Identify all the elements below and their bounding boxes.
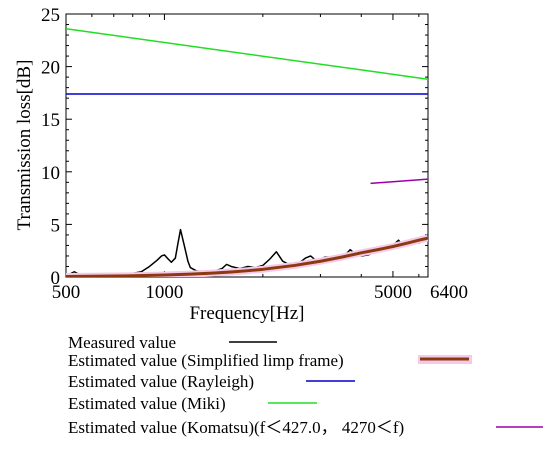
- y-tick-label: 5: [51, 215, 61, 236]
- legend-item-komatsu: Estimated value (Komatsu)(f＜427.0， 4270＜…: [68, 418, 543, 437]
- x-tick-label: 6400: [430, 282, 468, 303]
- y-tick-label: 20: [41, 58, 60, 79]
- series-layer: [66, 27, 428, 277]
- y-tick-label: 10: [41, 163, 60, 184]
- legend-label: Measured value: [68, 333, 176, 352]
- legend-item-rayleigh: Estimated value (Rayleigh): [68, 372, 355, 391]
- y-axis-title: Transmission loss[dB]: [14, 60, 35, 231]
- x-tick-label: 5000: [374, 282, 412, 303]
- legend: Measured value Estimated value (Simplifi…: [68, 333, 543, 437]
- legend-label: Estimated value (Simplified limp frame): [68, 351, 344, 370]
- plot-frame: [65, 13, 429, 278]
- legend-item-measured: Measured value: [68, 333, 277, 352]
- y-tick-label: 25: [41, 5, 60, 26]
- x-axis-title: Frequency[Hz]: [189, 303, 304, 324]
- series-komatsu: [370, 178, 428, 185]
- series-miki: [66, 27, 428, 80]
- y-tick-label: 0: [51, 268, 61, 289]
- legend-label: Estimated value (Miki): [68, 394, 226, 413]
- y-axis: 0 5 10 15 20 25: [41, 5, 428, 289]
- x-tick-label: 1000: [145, 282, 183, 303]
- x-tick-label: 500: [52, 282, 81, 303]
- series-limp-frame: [66, 236, 428, 277]
- y-tick-label: 15: [41, 110, 60, 131]
- legend-item-miki: Estimated value (Miki): [68, 394, 317, 413]
- legend-item-limp-frame: Estimated value (Simplified limp frame): [68, 351, 472, 370]
- legend-label: Estimated value (Komatsu)(f＜427.0， 4270＜…: [68, 418, 404, 437]
- legend-label: Estimated value (Rayleigh): [68, 372, 254, 391]
- x-axis: 500 1000 5000 6400: [52, 14, 468, 303]
